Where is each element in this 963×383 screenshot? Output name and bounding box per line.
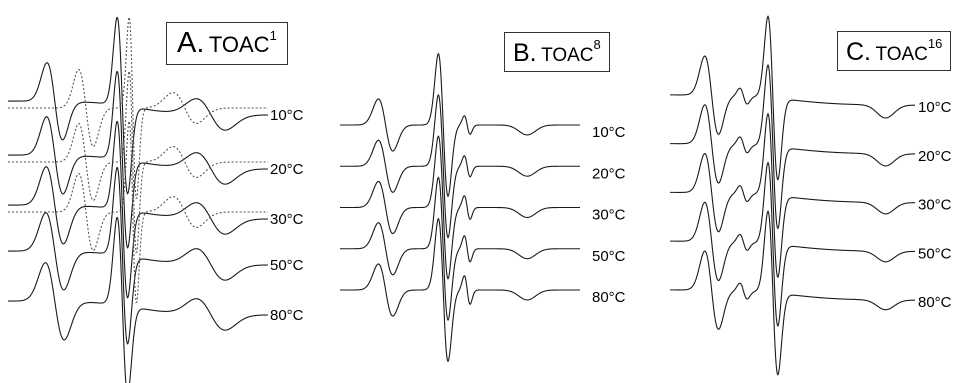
spectrum-dashed-line [8, 119, 268, 303]
temperature-label: 30°C [592, 207, 626, 224]
temperature-label: 50°C [270, 257, 304, 274]
spectrum-line [340, 93, 580, 239]
panel-b-probe: TOAC [541, 45, 594, 66]
panel-b-title: B. TOAC8 [504, 32, 610, 72]
spectrum-dashed-line [8, 69, 268, 253]
temperature-label: 80°C [918, 294, 952, 311]
temperature-label: 20°C [592, 165, 626, 182]
temperature-label: 80°C [270, 307, 304, 324]
temperature-label: 30°C [918, 197, 952, 214]
panel-b-position: 8 [593, 37, 601, 52]
panel-c-spectra: 10°C 20°C 30°C 50°C 80°C [670, 15, 952, 376]
temperature-label: 50°C [918, 245, 952, 262]
panel-c-letter: C. [846, 38, 871, 66]
spectrum-line [670, 210, 915, 376]
temperature-label: 10°C [918, 99, 952, 116]
spectrum-line [7, 166, 268, 345]
spectrum-line [670, 15, 915, 181]
panel-b-letter: B. [513, 39, 537, 67]
spectrum-line [340, 217, 580, 363]
panel-a-title: A. TOAC1 [166, 22, 288, 65]
temperature-label: 20°C [270, 161, 304, 178]
spectrum-line [670, 63, 916, 230]
panel-c-probe: TOAC [875, 44, 928, 65]
panel-b: 10°C 20°C 30°C 50°C 80°C B. TOAC8 [330, 0, 660, 383]
panel-a-spectra: 10°C 20°C 30°C 50°C 80°C [7, 15, 304, 383]
spectrum-line [340, 52, 580, 198]
spectrum-line [7, 120, 268, 299]
spectrum-line [670, 161, 916, 328]
panel-a-position: 1 [269, 28, 277, 43]
temperature-label: 30°C [270, 211, 304, 228]
temperature-label: 10°C [270, 107, 304, 124]
spectrum-line [670, 112, 916, 279]
spectrum-line [7, 70, 268, 249]
temperature-label: 80°C [592, 289, 626, 306]
panel-a: 10°C 20°C 30°C 50°C 80°C A. TOAC1 [0, 0, 320, 383]
spectrum-line [8, 216, 268, 383]
spectrum-line [7, 16, 268, 195]
panel-c: 10°C 20°C 30°C 50°C 80°C C. TOAC16 [660, 0, 963, 383]
spectrum-line [340, 176, 580, 322]
temperature-label: 10°C [592, 124, 626, 141]
panel-a-letter: A. [177, 27, 205, 59]
panel-b-spectra: 10°C 20°C 30°C 50°C 80°C [340, 52, 626, 363]
panel-c-title: C. TOAC16 [837, 31, 952, 71]
panel-a-probe: TOAC [208, 32, 270, 57]
panel-c-position: 16 [927, 36, 943, 51]
spectrum-line [340, 135, 580, 280]
spectrum-dashed-line [8, 15, 268, 199]
temperature-label: 20°C [918, 148, 952, 165]
temperature-label: 50°C [592, 248, 626, 265]
